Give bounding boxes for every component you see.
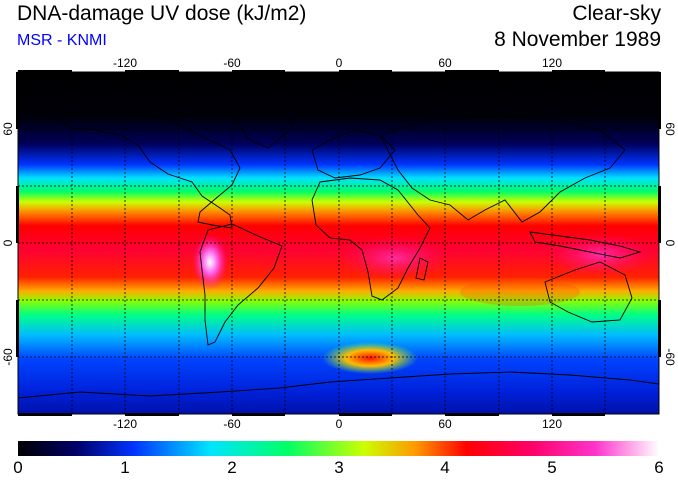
- lon-tick-top: -60: [223, 56, 241, 70]
- coastlines: [18, 104, 659, 399]
- lat-tick-left: -60: [1, 348, 15, 366]
- lon-tick-bottom: 0: [336, 417, 343, 431]
- coast-south-america: [199, 223, 283, 346]
- lon-tick-top: -120: [113, 56, 137, 70]
- sky-condition-label: Clear-sky: [572, 2, 661, 25]
- colorbar-tick: 6: [654, 458, 664, 477]
- colorbar-tick: 0: [13, 458, 23, 477]
- lon-tick-bottom: -60: [223, 417, 241, 431]
- colorbar-tick: 2: [227, 458, 237, 477]
- colorbar-tick: 4: [440, 458, 450, 477]
- lon-tick-top: 120: [542, 56, 562, 70]
- colorbar: [18, 441, 659, 456]
- lon-tick-top: 0: [336, 56, 343, 70]
- date-label: 8 November 1989: [494, 28, 661, 51]
- map-title: DNA-damage UV dose (kJ/m2): [17, 2, 307, 25]
- coast-greenland: [229, 104, 301, 149]
- coast-africa: [311, 177, 431, 301]
- graticule: [18, 72, 659, 414]
- lat-tick-right: 60: [663, 122, 677, 136]
- map-frame: [16, 70, 661, 416]
- coast-asia: [379, 114, 626, 223]
- lon-tick-bottom: 60: [438, 417, 452, 431]
- colorbar-tick: 1: [120, 458, 130, 477]
- colorbar-tick: 3: [334, 458, 344, 477]
- coast-australia: [544, 261, 633, 323]
- coast-madagascar: [415, 257, 429, 281]
- lat-tick-right: 0: [663, 240, 677, 247]
- colorbar-tick: 5: [547, 458, 557, 477]
- lat-tick-left: 60: [1, 122, 15, 136]
- lat-tick-right: -60: [663, 348, 677, 366]
- coast-antarctica: [18, 371, 659, 399]
- lon-tick-bottom: 120: [542, 417, 562, 431]
- coast-indonesia: [529, 231, 642, 259]
- coast-europe: [311, 129, 396, 179]
- lon-tick-bottom: -120: [113, 417, 137, 431]
- lat-tick-left: 0: [1, 239, 15, 246]
- source-label: MSR - KNMI: [17, 32, 107, 49]
- lon-tick-top: 60: [438, 56, 452, 70]
